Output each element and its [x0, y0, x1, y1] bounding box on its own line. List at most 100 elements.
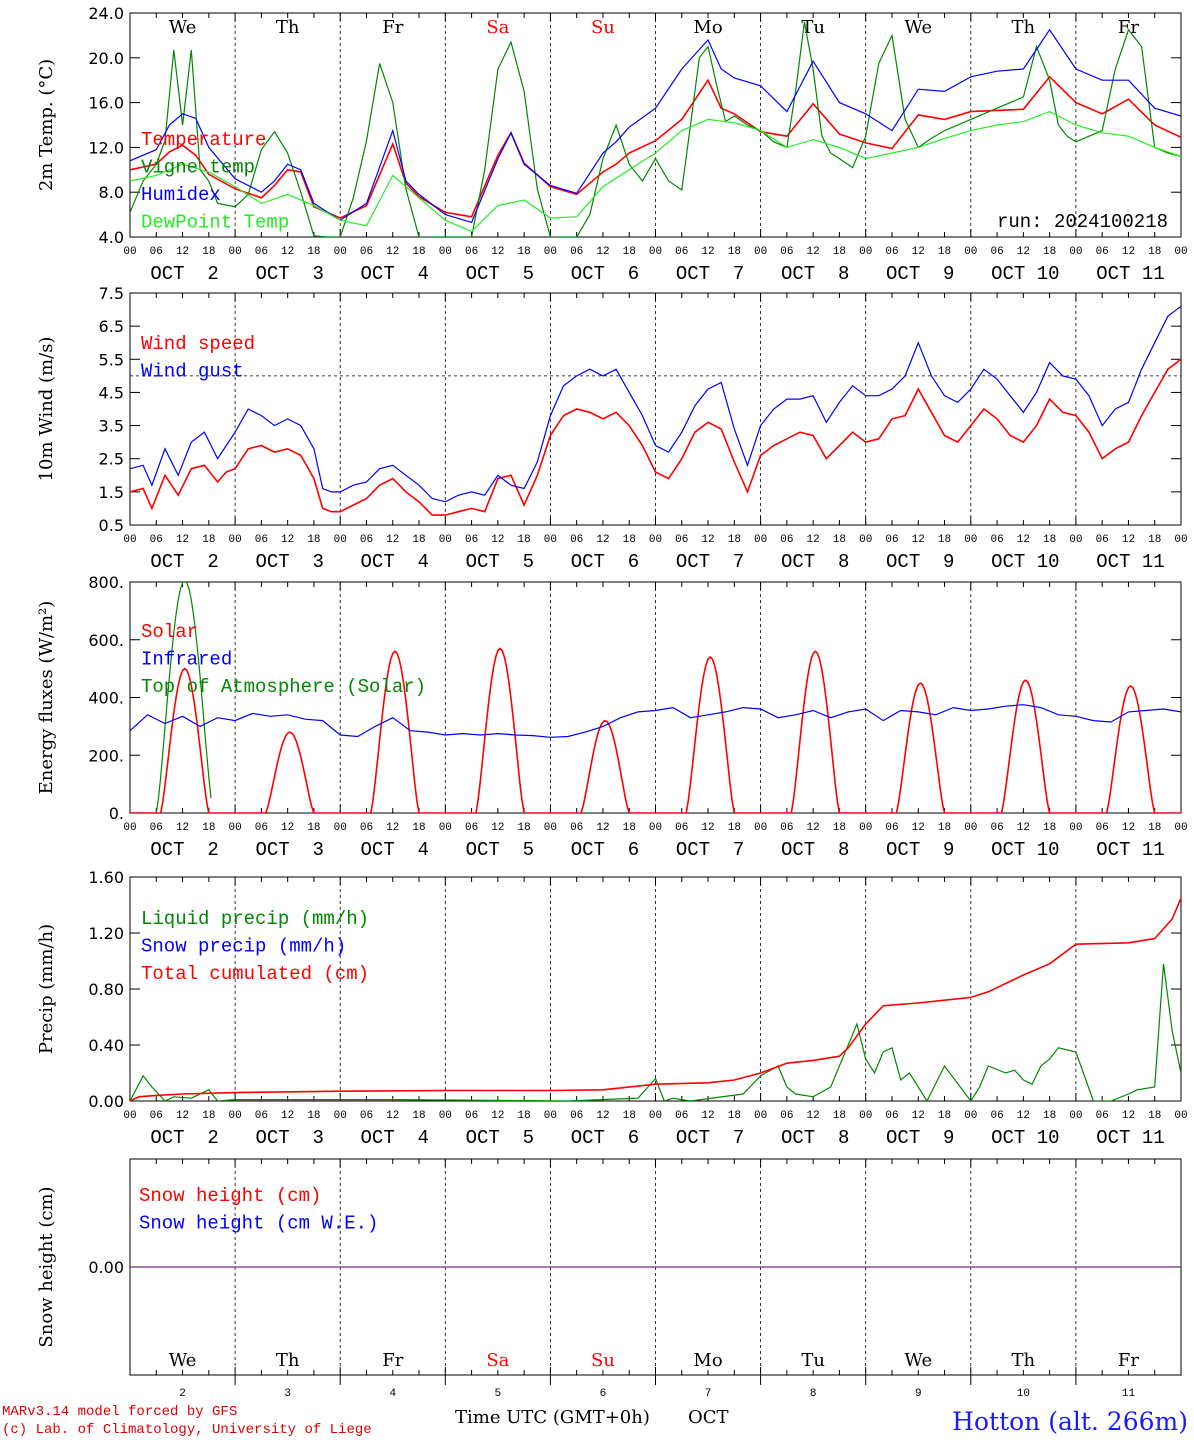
day-number: 8: [810, 1388, 817, 1400]
hour-label: 18: [938, 1110, 951, 1122]
day-number: 5: [495, 1388, 502, 1400]
time-axis-title: Time UTC (GMT+0h): [455, 1407, 650, 1428]
series-line-humidex: [130, 28, 1181, 224]
legend-entry: DewPoint Temp: [141, 212, 289, 234]
hour-label: 00: [439, 1110, 452, 1122]
hour-label: 18: [307, 1110, 320, 1122]
hour-label: 12: [281, 1110, 294, 1122]
hour-label: 18: [307, 246, 320, 258]
day-name: We: [904, 17, 932, 38]
hour-label: 06: [1096, 822, 1109, 834]
hour-label: 00: [1174, 1110, 1187, 1122]
y-axis-label: Snow height (cm): [36, 1186, 57, 1347]
y-axis-label: 10m Wind (m/s): [36, 337, 57, 482]
hour-label: 00: [964, 822, 977, 834]
day-number: 10: [1017, 1388, 1030, 1400]
hour-label: 12: [281, 246, 294, 258]
series-line-wind-gust: [130, 305, 1181, 503]
hour-label: 00: [754, 246, 767, 258]
hour-label: 12: [807, 534, 820, 546]
hour-label: 12: [596, 822, 609, 834]
hour-label: 06: [675, 246, 688, 258]
hour-label: 18: [518, 1110, 531, 1122]
hour-label: 18: [307, 822, 320, 834]
hour-label: 06: [1096, 246, 1109, 258]
legend-entry: Liquid precip (mm/h): [141, 908, 369, 930]
series-line-temperature: [130, 75, 1181, 219]
hour-label: 18: [728, 246, 741, 258]
hour-label: 00: [439, 822, 452, 834]
date-label: OCT 7: [676, 551, 744, 573]
y-tick-label: 20.0: [88, 49, 124, 68]
hour-label: 12: [701, 822, 714, 834]
hour-label: 18: [728, 534, 741, 546]
y-tick-label: 6.5: [99, 317, 124, 336]
day-name: Fr: [1118, 17, 1139, 38]
hour-label: 12: [1017, 822, 1030, 834]
hour-label: 06: [780, 534, 793, 546]
legend-entry: Wind gust: [141, 361, 244, 383]
hour-label: 00: [228, 1110, 241, 1122]
y-tick-label: 8.0: [99, 183, 124, 202]
hour-label: 12: [701, 534, 714, 546]
y-tick-label: 7.5: [99, 284, 124, 303]
hour-label: 06: [1096, 1110, 1109, 1122]
hour-label: 00: [649, 822, 662, 834]
hour-label: 06: [990, 534, 1003, 546]
day-name: Th: [276, 17, 300, 38]
hour-label: 00: [649, 1110, 662, 1122]
legend-entry: Temperature: [141, 129, 266, 151]
hour-label: 18: [1043, 534, 1056, 546]
hour-label: 00: [859, 1110, 872, 1122]
date-label: OCT 11: [1096, 839, 1164, 861]
hour-label: 12: [1017, 1110, 1030, 1122]
hour-label: 12: [1122, 822, 1135, 834]
hour-label: 00: [228, 534, 241, 546]
legend-entry: Wind speed: [141, 333, 255, 355]
day-number: 4: [389, 1388, 396, 1400]
y-tick-label: 2.5: [99, 450, 124, 469]
date-label: OCT 10: [991, 839, 1059, 861]
hour-label: 18: [412, 1110, 425, 1122]
hour-label: 00: [1069, 1110, 1082, 1122]
legend-entry: Humidex: [141, 184, 221, 206]
hour-label: 12: [912, 822, 925, 834]
hour-label: 12: [386, 246, 399, 258]
day-name: We: [169, 17, 197, 38]
y-tick-label: 3.5: [99, 417, 124, 436]
hour-label: 18: [518, 534, 531, 546]
hour-label: 12: [912, 1110, 925, 1122]
series-line-infrared: [130, 704, 1181, 738]
hour-label: 00: [334, 534, 347, 546]
y-tick-label: 800.: [88, 573, 124, 592]
hour-label: 06: [465, 246, 478, 258]
hour-label: 18: [623, 246, 636, 258]
hour-label: 06: [885, 534, 898, 546]
hour-label: 00: [334, 822, 347, 834]
date-label: OCT 4: [361, 839, 429, 861]
hour-label: 12: [176, 822, 189, 834]
date-label: OCT 6: [571, 1127, 639, 1149]
date-label: OCT 9: [886, 263, 954, 285]
hour-label: 18: [1148, 822, 1161, 834]
y-tick-label: 0.00: [88, 1258, 124, 1277]
hour-label: 18: [412, 822, 425, 834]
legend-entry: Solar: [141, 621, 198, 643]
hour-label: 12: [386, 534, 399, 546]
hour-label: 06: [150, 534, 163, 546]
legend-entry: Vigne temp: [141, 157, 255, 179]
y-tick-label: 1.5: [99, 483, 124, 502]
hour-label: 18: [623, 1110, 636, 1122]
legend-entry: Infrared: [141, 649, 232, 671]
hour-label: 12: [386, 822, 399, 834]
hour-label: 06: [990, 1110, 1003, 1122]
hour-label: 00: [859, 246, 872, 258]
hour-label: 00: [859, 822, 872, 834]
hour-label: 06: [1096, 534, 1109, 546]
hour-label: 00: [439, 246, 452, 258]
hour-label: 18: [1148, 1110, 1161, 1122]
hour-label: 12: [176, 1110, 189, 1122]
hour-label: 12: [807, 246, 820, 258]
lab-credit: (c) Lab. of Climatology, University of L…: [2, 1422, 372, 1438]
